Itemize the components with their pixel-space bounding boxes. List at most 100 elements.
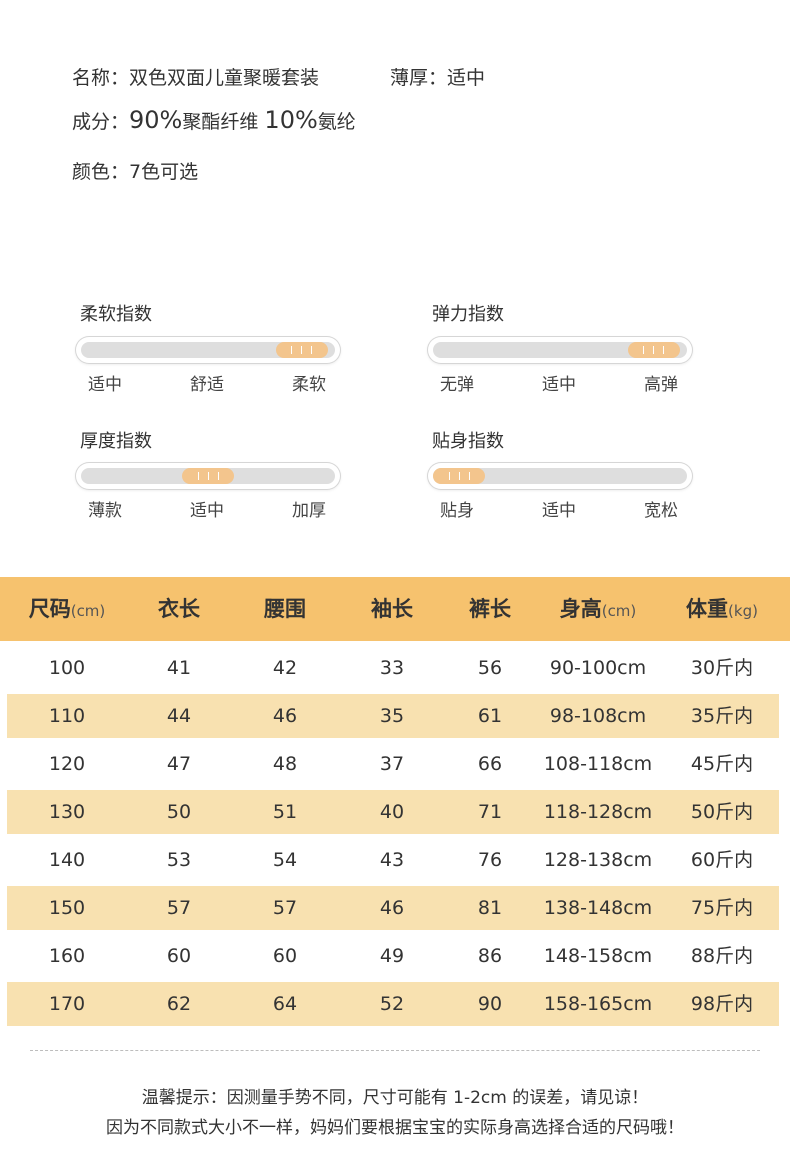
composition-material-1: 聚酯纤维 xyxy=(182,111,259,133)
cell-size: 150 xyxy=(48,897,86,919)
cell-sleeve: 52 xyxy=(379,993,405,1015)
cell-size: 140 xyxy=(48,849,86,871)
table-row: 170 62 64 52 90 158-165cm 98斤内 xyxy=(7,982,779,1026)
cell-weight: 98斤内 xyxy=(690,993,754,1015)
header-pants-length-label: 裤长 xyxy=(469,597,511,621)
cell-height: 118-128cm xyxy=(543,801,653,823)
header-weight: 体重(kg) xyxy=(686,577,758,641)
size-table-header: 尺码(cm) 衣长 腰围 袖长 裤长 身高(cm) 体重(kg) xyxy=(0,577,790,641)
cell-sleeve: 37 xyxy=(379,753,405,775)
cell-size: 160 xyxy=(48,945,86,967)
table-row: 100 41 42 33 56 90-100cm 30斤内 xyxy=(7,646,779,690)
cell-weight: 88斤内 xyxy=(690,945,754,967)
cell-size: 170 xyxy=(48,993,86,1015)
cell-height: 128-138cm xyxy=(543,849,653,871)
cell-waist: 54 xyxy=(272,849,298,871)
softness-index-slider xyxy=(76,337,340,363)
composition-pct-1: 90% xyxy=(129,106,183,134)
cell-size: 120 xyxy=(48,753,86,775)
cell-size: 110 xyxy=(48,705,86,727)
header-sleeve: 袖长 xyxy=(371,577,413,641)
softness-label-mid: 舒适 xyxy=(190,375,224,395)
header-length: 衣长 xyxy=(158,577,200,641)
softness-label-high: 柔软 xyxy=(292,375,326,395)
cell-sleeve: 33 xyxy=(379,657,405,679)
cell-height: 138-148cm xyxy=(543,897,653,919)
table-row: 160 60 60 49 86 148-158cm 88斤内 xyxy=(7,934,779,978)
softness-index-title: 柔软指数 xyxy=(80,304,152,325)
header-height-label: 身高 xyxy=(559,597,602,621)
cell-size: 130 xyxy=(48,801,86,823)
fit-label-low: 贴身 xyxy=(440,501,474,521)
header-sleeve-label: 袖长 xyxy=(371,597,413,621)
elasticity-label-high: 高弹 xyxy=(644,375,678,395)
measurement-tip: 温馨提示：因测量手势不同，尺寸可能有 1-2cm 的误差，请见谅！ xyxy=(141,1088,649,1108)
cell-sleeve: 43 xyxy=(379,849,405,871)
product-name: 名称：双色双面儿童聚暖套装 xyxy=(72,67,320,89)
cell-sleeve: 35 xyxy=(379,705,405,727)
thickness-label-high: 加厚 xyxy=(292,501,326,521)
cell-pants-length: 61 xyxy=(477,705,503,727)
thickness-level-marker xyxy=(182,468,234,484)
table-row: 150 57 57 46 81 138-148cm 75斤内 xyxy=(7,886,779,930)
cell-pants-length: 66 xyxy=(477,753,503,775)
cell-pants-length: 90 xyxy=(477,993,503,1015)
elasticity-level-marker xyxy=(627,342,680,358)
cell-weight: 35斤内 xyxy=(690,705,754,727)
header-size: 尺码(cm) xyxy=(29,577,106,641)
product-thickness: 薄厚：适中 xyxy=(390,67,486,89)
cell-length: 57 xyxy=(166,897,192,919)
product-composition: 成分：90%聚酯纤维 10%氨纶 xyxy=(72,106,356,134)
cell-waist: 51 xyxy=(272,801,298,823)
cell-length: 62 xyxy=(166,993,192,1015)
table-row: 130 50 51 40 71 118-128cm 50斤内 xyxy=(7,790,779,834)
cell-length: 53 xyxy=(166,849,192,871)
header-height-unit: (cm) xyxy=(601,602,637,620)
table-row: 120 47 48 37 66 108-118cm 45斤内 xyxy=(7,742,779,786)
cell-size: 100 xyxy=(48,657,86,679)
cell-weight: 30斤内 xyxy=(690,657,754,679)
cell-sleeve: 46 xyxy=(379,897,405,919)
cell-height: 158-165cm xyxy=(543,993,653,1015)
elasticity-index-slider xyxy=(428,337,692,363)
cell-waist: 42 xyxy=(272,657,298,679)
table-row: 140 53 54 43 76 128-138cm 60斤内 xyxy=(7,838,779,882)
header-pants-length: 裤长 xyxy=(469,577,511,641)
cell-waist: 48 xyxy=(272,753,298,775)
cell-height: 108-118cm xyxy=(543,753,653,775)
elasticity-label-mid: 适中 xyxy=(542,375,576,395)
cell-weight: 45斤内 xyxy=(690,753,754,775)
fit-label-mid: 适中 xyxy=(542,501,576,521)
product-colors: 颜色：7色可选 xyxy=(72,161,199,183)
softness-label-low: 适中 xyxy=(88,375,122,395)
table-row: 110 44 46 35 61 98-108cm 35斤内 xyxy=(7,694,779,738)
thickness-index-title: 厚度指数 xyxy=(80,431,152,452)
fit-label-high: 宽松 xyxy=(644,501,678,521)
cell-length: 44 xyxy=(166,705,192,727)
cell-waist: 60 xyxy=(272,945,298,967)
cell-waist: 57 xyxy=(272,897,298,919)
cell-length: 60 xyxy=(166,945,192,967)
cell-length: 41 xyxy=(166,657,192,679)
fit-index-slider xyxy=(428,463,692,489)
header-weight-label: 体重 xyxy=(686,597,729,621)
header-waist: 腰围 xyxy=(264,577,306,641)
header-length-label: 衣长 xyxy=(158,597,200,621)
dashed-divider xyxy=(30,1050,760,1051)
cell-pants-length: 81 xyxy=(477,897,503,919)
header-waist-label: 腰围 xyxy=(264,597,306,621)
cell-pants-length: 71 xyxy=(477,801,503,823)
header-height: 身高(cm) xyxy=(560,577,637,641)
elasticity-track xyxy=(433,342,687,358)
cell-sleeve: 49 xyxy=(379,945,405,967)
size-advice: 因为不同款式大小不一样，妈妈们要根据宝宝的实际身高选择合适的尺码哦！ xyxy=(106,1118,684,1138)
softness-track xyxy=(81,342,335,358)
cell-waist: 46 xyxy=(272,705,298,727)
cell-pants-length: 56 xyxy=(477,657,503,679)
elasticity-label-low: 无弹 xyxy=(440,375,474,395)
cell-weight: 75斤内 xyxy=(690,897,754,919)
cell-length: 47 xyxy=(166,753,192,775)
thickness-label-mid: 适中 xyxy=(190,501,224,521)
cell-height: 98-108cm xyxy=(549,705,647,727)
header-size-label: 尺码 xyxy=(28,597,71,621)
